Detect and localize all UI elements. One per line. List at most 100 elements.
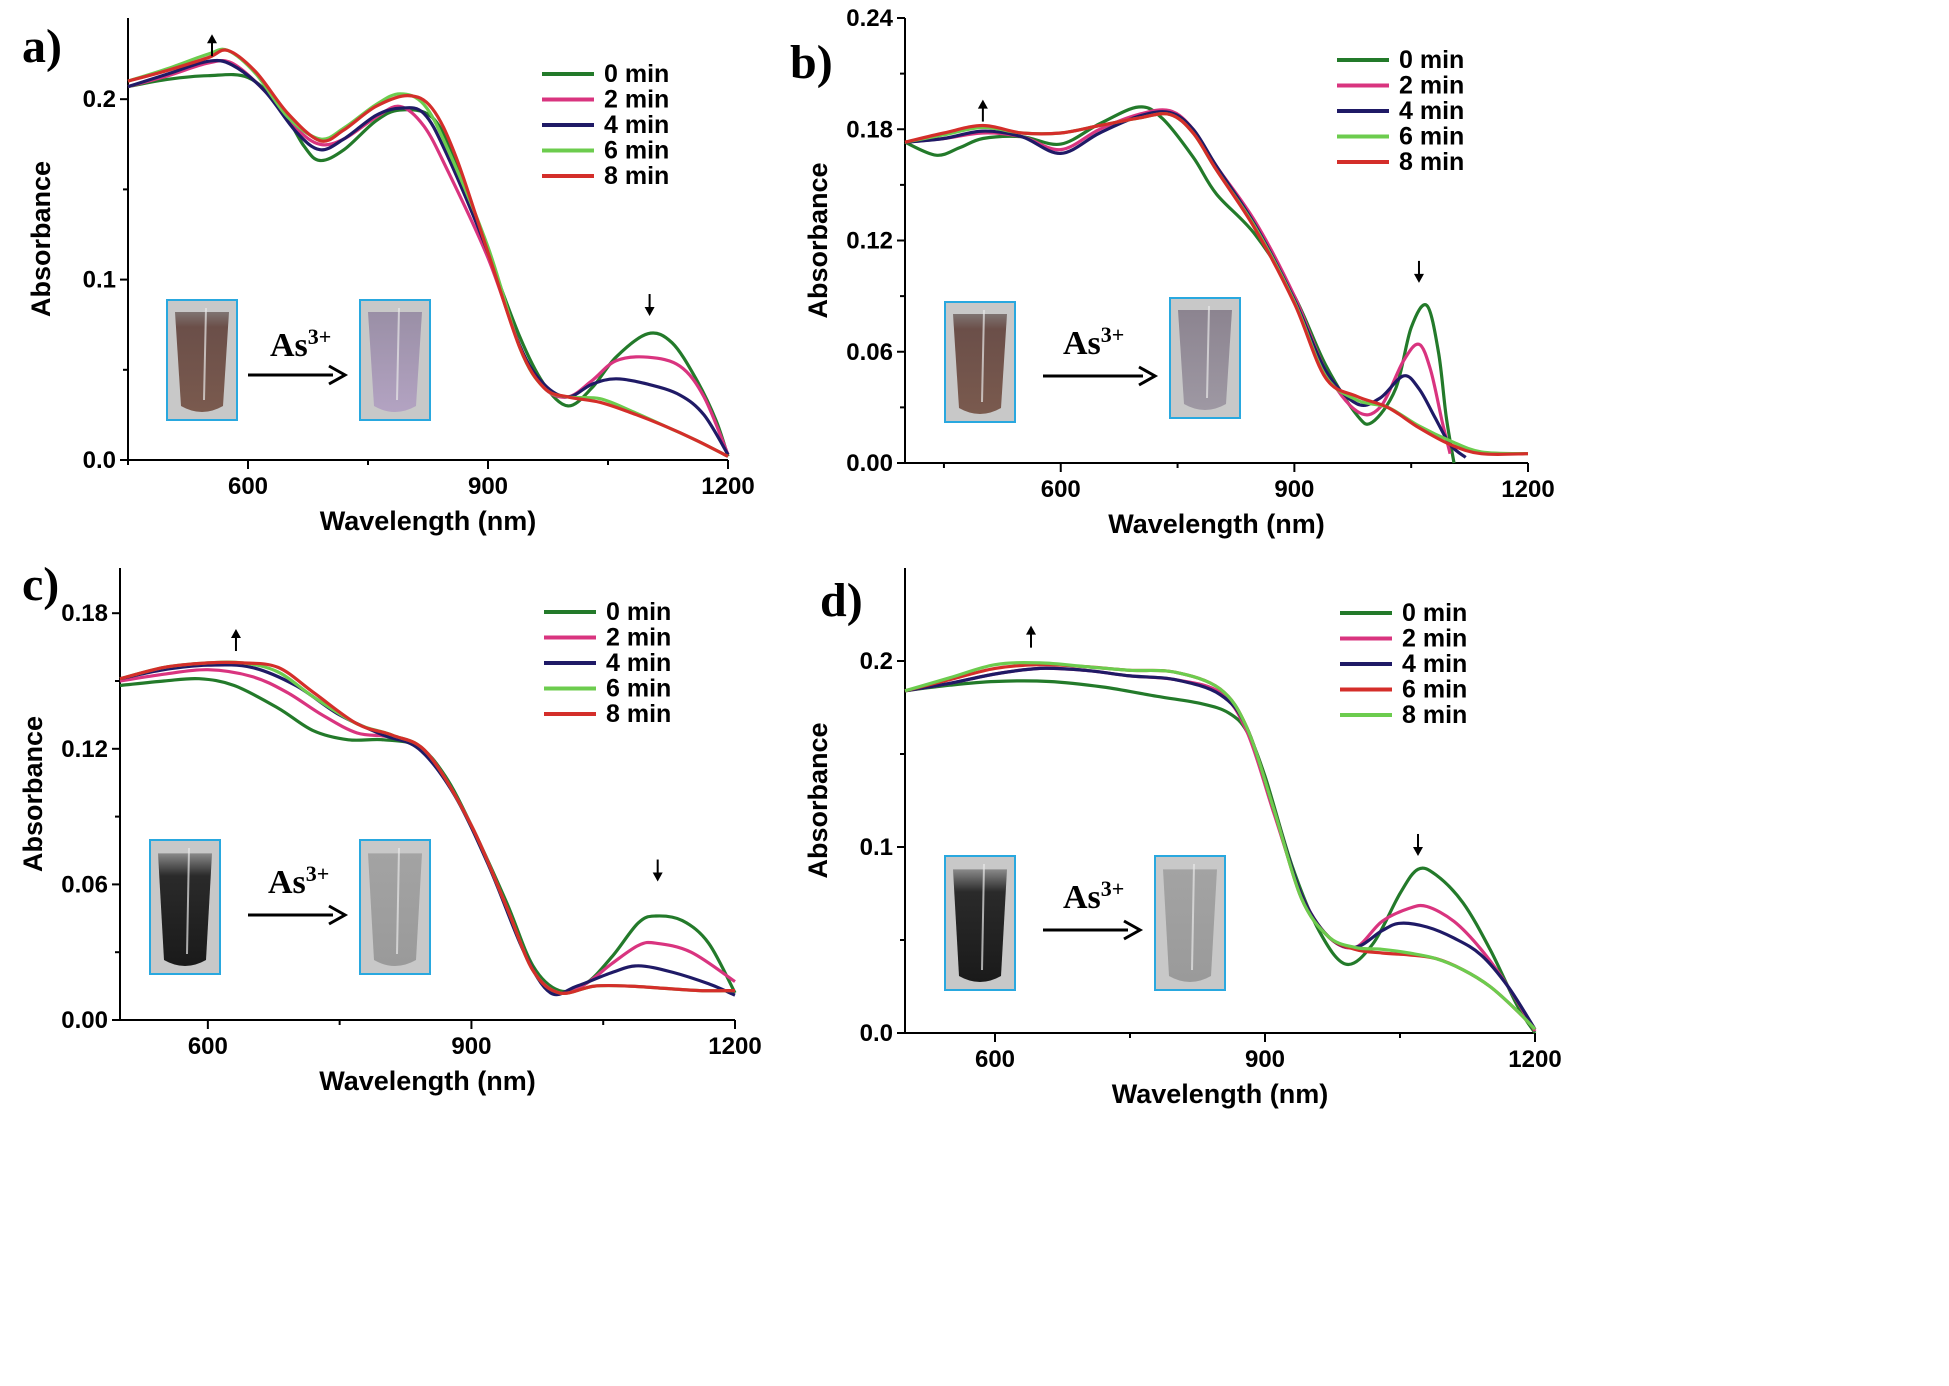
legend-label: 6 min [604,137,669,165]
reaction-arrow-icon [248,364,349,386]
x-tick-label: 600 [975,1046,1015,1073]
y-tick-label: 0.18 [61,600,108,627]
y-tick-label: 0.12 [61,736,108,763]
reaction-arrow-icon [248,904,349,926]
series-line [127,58,730,456]
x-tick-label: 1200 [701,473,754,500]
arrow-down-icon [1413,260,1424,283]
legend-label: 0 min [1402,599,1467,627]
reagent-charge: 3+ [1101,322,1125,347]
y-tick-label: 0.18 [846,116,893,143]
reagent-label: As3+ [268,861,329,901]
panel-1: 600 900 1200 0.0 0.1 0.2 Wavelength (nm) Absorb… [22,18,755,536]
legend-label: 4 min [604,111,669,139]
reagent-symbol: As [268,864,306,901]
y-axis-title: Absorbance [26,161,56,317]
x-tick-label: 600 [228,473,268,500]
reagent-label: As3+ [1063,876,1124,916]
legend-label: 8 min [1402,701,1467,729]
series-line [904,661,1537,1031]
y-axis-title: Absorbance [803,162,833,318]
reagent-charge: 3+ [1101,876,1125,901]
y-tick-label: 0.2 [83,86,116,113]
legend-label: 2 min [606,624,671,652]
x-tick-label: 600 [1041,476,1081,503]
tube-after-image [1154,855,1226,991]
x-tick-label: 600 [188,1033,228,1060]
y-tick-label: 0.12 [846,228,893,255]
reagent-charge: 3+ [306,861,330,886]
tube-after-image [359,839,431,975]
arrow-up-icon [230,629,241,652]
y-tick-label: 0.06 [61,871,108,898]
y-tick-label: 0.24 [846,5,893,32]
x-tick-label: 900 [1245,1046,1285,1073]
arrow-up-icon [1026,625,1036,648]
x-axis-title: Wavelength (nm) [320,506,537,536]
legend-label: 6 min [1402,676,1467,704]
y-tick-label: 0.0 [860,1020,893,1047]
legend-label: 4 min [1402,650,1467,678]
series-line [127,48,729,458]
arrow-up-icon [977,99,988,122]
inset: As3+ [944,297,1241,423]
y-tick-label: 0.0 [83,447,116,474]
x-tick-label: 1200 [1501,476,1554,503]
inset: As3+ [166,299,431,421]
tube-after-image [1169,297,1241,419]
x-tick-label: 900 [468,473,508,500]
reagent-label: As3+ [1063,322,1124,362]
tube-before-image [944,301,1016,423]
panel-label: c) [22,558,59,611]
legend-label: 6 min [606,675,671,703]
tube-before-image [149,839,221,975]
arrow-up-icon [207,34,217,57]
legend-label: 2 min [604,86,669,114]
panel-4: 600 900 1200 0.0 0.1 0.2 Wavelength (nm) Absorb… [803,568,1562,1109]
y-tick-label: 0.1 [83,267,116,294]
legend-label: 8 min [606,700,671,728]
arrow-down-icon [1413,833,1423,856]
legend-label: 4 min [1399,97,1464,125]
y-tick-label: 0.2 [860,648,893,675]
y-tick-label: 0.06 [846,339,893,366]
reagent-symbol: As [270,327,308,364]
x-axis-title: Wavelength (nm) [1112,1079,1329,1109]
y-tick-label: 0.00 [61,1007,108,1034]
legend-label: 0 min [606,598,671,626]
y-tick-label: 0.00 [846,450,893,477]
legend-label: 2 min [1402,625,1467,653]
tube-after-image [359,299,431,421]
y-tick-label: 0.1 [860,834,893,861]
legend-label: 4 min [606,649,671,677]
tube-before-image [944,855,1016,991]
reagent-symbol: As [1063,325,1101,362]
reagent-charge: 3+ [308,324,332,349]
reaction-arrow-icon [1043,919,1144,941]
panel-3: 600 900 1200 0.00 0.06 0.12 0.18 Wavelength (nm… [18,558,762,1096]
x-axis-title: Wavelength (nm) [319,1066,536,1096]
legend-label: 8 min [1399,148,1464,176]
arrow-down-icon [644,294,655,317]
reaction-arrow-icon [1043,365,1159,387]
series-line [904,105,1456,464]
arrow-down-icon [652,859,663,882]
legend-label: 0 min [1399,46,1464,74]
panel-label: b) [790,36,833,89]
y-axis-title: Absorbance [18,716,48,872]
inset: As3+ [149,839,431,975]
x-tick-label: 900 [451,1033,491,1060]
panel-2: 600 900 1200 0.00 0.06 0.12 0.18 0.24 Wavelength… [790,5,1555,539]
legend-label: 2 min [1399,72,1464,100]
inset: As3+ [944,855,1226,991]
series-line [119,660,736,995]
x-axis-title: Wavelength (nm) [1108,509,1325,539]
tube-before-image [166,299,238,421]
x-tick-label: 1200 [1508,1046,1561,1073]
y-axis-title: Absorbance [803,722,833,878]
x-tick-label: 1200 [708,1033,761,1060]
